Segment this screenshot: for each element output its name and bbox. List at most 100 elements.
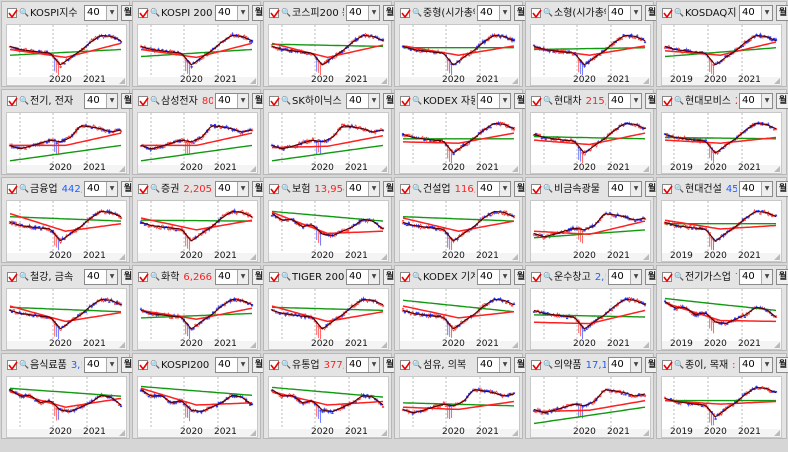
search-icon[interactable]: 🔍 [281, 272, 291, 281]
search-icon[interactable]: 🔍 [150, 272, 160, 281]
period-combo[interactable]: 40 ▼ [739, 181, 773, 197]
resize-grip-icon[interactable] [512, 166, 518, 172]
search-icon[interactable]: 🔍 [412, 96, 422, 105]
panel-title[interactable]: KODEX 자동: [423, 96, 475, 107]
resize-grip-icon[interactable] [512, 254, 518, 260]
period-combo[interactable]: 40 ▼ [346, 93, 380, 109]
panel-title[interactable]: KOSPI 200지 [161, 8, 213, 19]
mini-chart[interactable]: 2020 2021 [6, 24, 127, 86]
mini-chart[interactable]: 2020 2021 [6, 288, 127, 350]
resize-grip-icon[interactable] [774, 430, 780, 436]
panel-checkbox[interactable] [400, 96, 411, 107]
chevron-down-icon[interactable]: ▼ [106, 182, 117, 196]
panel-title[interactable]: 음식료품 [30, 360, 67, 371]
mini-chart[interactable]: 2020 2021 [268, 112, 389, 174]
panel-title[interactable]: 건설업 [423, 184, 451, 195]
chevron-down-icon[interactable]: ▼ [630, 358, 641, 372]
period-combo[interactable]: 40 ▼ [84, 93, 118, 109]
period-combo[interactable]: 40 ▼ [84, 5, 118, 21]
panel-checkbox[interactable] [269, 184, 280, 195]
period-combo[interactable]: 40 ▼ [608, 357, 642, 373]
monthly-button[interactable]: 월 [645, 181, 659, 197]
panel-checkbox[interactable] [138, 96, 149, 107]
period-combo[interactable]: 40 ▼ [215, 269, 249, 285]
resize-grip-icon[interactable] [774, 78, 780, 84]
panel-title[interactable]: 비금속광물 [554, 184, 600, 195]
mini-chart[interactable]: 2020 2021 [6, 112, 127, 174]
panel-checkbox[interactable] [7, 184, 18, 195]
search-icon[interactable]: 🔍 [19, 272, 29, 281]
panel-title[interactable]: 증권 [161, 184, 180, 195]
monthly-button[interactable]: 월 [121, 181, 135, 197]
mini-chart[interactable]: 2020 2021 [268, 200, 389, 262]
chevron-down-icon[interactable]: ▼ [499, 182, 510, 196]
panel-checkbox[interactable] [400, 184, 411, 195]
chevron-down-icon[interactable]: ▼ [368, 6, 379, 20]
mini-chart[interactable]: 2020 2021 [399, 376, 520, 438]
resize-grip-icon[interactable] [119, 430, 125, 436]
mini-chart[interactable]: 2020 2021 [399, 288, 520, 350]
search-icon[interactable]: 🔍 [674, 96, 684, 105]
mini-chart[interactable]: 2019 2020 2021 [661, 288, 782, 350]
monthly-button[interactable]: 월 [514, 357, 528, 373]
panel-title[interactable]: 유통업 [292, 360, 320, 371]
period-combo[interactable]: 40 ▼ [215, 93, 249, 109]
panel-checkbox[interactable] [7, 8, 18, 19]
monthly-button[interactable]: 월 [776, 5, 788, 21]
resize-grip-icon[interactable] [250, 78, 256, 84]
search-icon[interactable]: 🔍 [412, 360, 422, 369]
panel-checkbox[interactable] [662, 8, 673, 19]
mini-chart[interactable]: 2020 2021 [399, 24, 520, 86]
period-combo[interactable]: 40 ▼ [84, 269, 118, 285]
mini-chart[interactable]: 2020 2021 [6, 376, 127, 438]
panel-checkbox[interactable] [531, 8, 542, 19]
chevron-down-icon[interactable]: ▼ [499, 6, 510, 20]
period-combo[interactable]: 40 ▼ [477, 269, 511, 285]
resize-grip-icon[interactable] [643, 254, 649, 260]
panel-title[interactable]: 보험 [292, 184, 311, 195]
chevron-down-icon[interactable]: ▼ [761, 6, 772, 20]
panel-checkbox[interactable] [7, 96, 18, 107]
mini-chart[interactable]: 2020 2021 [268, 24, 389, 86]
mini-chart[interactable]: 2020 2021 [137, 24, 258, 86]
panel-title[interactable]: 현대차 [554, 96, 582, 107]
period-combo[interactable]: 40 ▼ [608, 181, 642, 197]
panel-title[interactable]: 소형(시가총º [554, 8, 606, 19]
panel-title[interactable]: 종이, 목재 [685, 360, 729, 371]
search-icon[interactable]: 🔍 [150, 184, 160, 193]
resize-grip-icon[interactable] [774, 342, 780, 348]
chevron-down-icon[interactable]: ▼ [237, 94, 248, 108]
chevron-down-icon[interactable]: ▼ [368, 182, 379, 196]
resize-grip-icon[interactable] [643, 430, 649, 436]
period-combo[interactable]: 40 ▼ [346, 5, 380, 21]
period-combo[interactable]: 40 ▼ [477, 5, 511, 21]
mini-chart[interactable]: 2020 2021 [530, 112, 651, 174]
search-icon[interactable]: 🔍 [543, 272, 553, 281]
panel-title[interactable]: 코스피200 동 [292, 8, 344, 19]
search-icon[interactable]: 🔍 [412, 184, 422, 193]
chevron-down-icon[interactable]: ▼ [106, 94, 117, 108]
chevron-down-icon[interactable]: ▼ [237, 6, 248, 20]
panel-checkbox[interactable] [400, 8, 411, 19]
search-icon[interactable]: 🔍 [281, 8, 291, 17]
period-combo[interactable]: 40 ▼ [84, 181, 118, 197]
panel-title[interactable]: 운수창고 [554, 272, 591, 283]
search-icon[interactable]: 🔍 [412, 8, 422, 17]
search-icon[interactable]: 🔍 [543, 360, 553, 369]
monthly-button[interactable]: 월 [776, 181, 788, 197]
monthly-button[interactable]: 월 [121, 5, 135, 21]
mini-chart[interactable]: 2020 2021 [137, 200, 258, 262]
panel-checkbox[interactable] [662, 272, 673, 283]
resize-grip-icon[interactable] [119, 342, 125, 348]
chevron-down-icon[interactable]: ▼ [499, 358, 510, 372]
panel-checkbox[interactable] [138, 360, 149, 371]
period-combo[interactable]: 40 ▼ [84, 357, 118, 373]
monthly-button[interactable]: 월 [776, 357, 788, 373]
mini-chart[interactable]: 2020 2021 [6, 200, 127, 262]
search-icon[interactable]: 🔍 [281, 184, 291, 193]
resize-grip-icon[interactable] [119, 78, 125, 84]
chevron-down-icon[interactable]: ▼ [630, 94, 641, 108]
search-icon[interactable]: 🔍 [150, 8, 160, 17]
panel-checkbox[interactable] [7, 360, 18, 371]
period-combo[interactable]: 40 ▼ [739, 5, 773, 21]
